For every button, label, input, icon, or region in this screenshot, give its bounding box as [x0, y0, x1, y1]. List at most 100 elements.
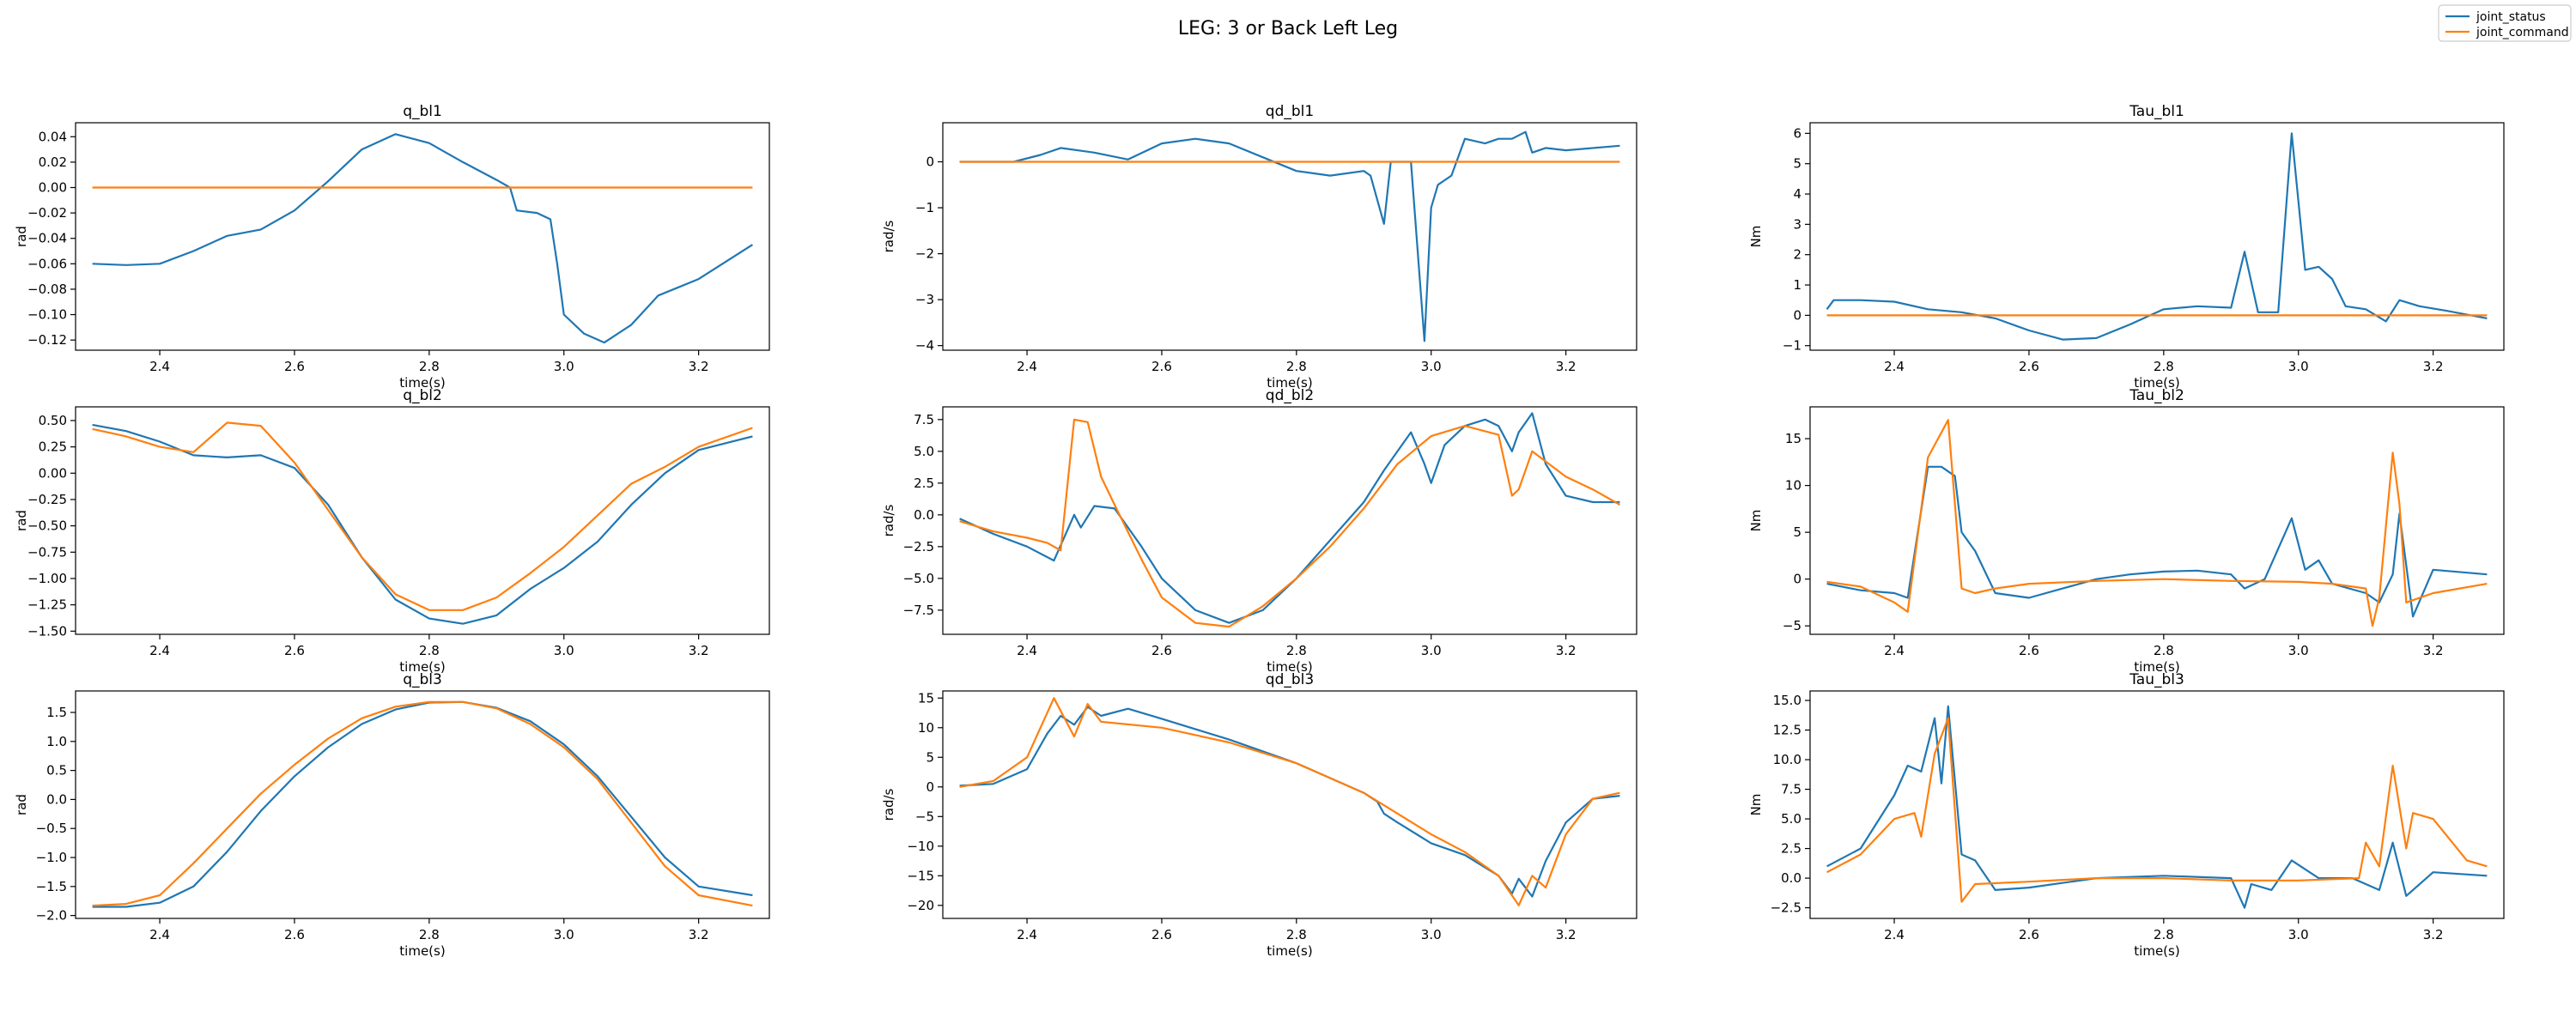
- x-tick-label: 3.2: [1556, 643, 1577, 658]
- x-tick-label: 2.8: [2154, 927, 2174, 942]
- y-tick-label: −4: [915, 338, 934, 354]
- y-axis-label: rad: [14, 794, 29, 815]
- y-tick-label: 10: [1785, 478, 1801, 494]
- subplot-qd_bl2: 2.4 2.6 2.8 3.0 3.2 −7.5 −5.0 −2.5 0.0 2.5 5.0 7.5 q…: [881, 387, 1637, 675]
- y-tick-label: 0.5: [46, 763, 67, 779]
- x-tick-label: 3.2: [1556, 927, 1577, 942]
- x-tick-label: 2.6: [284, 643, 305, 658]
- x-tick-label: 2.8: [419, 359, 440, 374]
- series-line-joint_status: [92, 133, 753, 344]
- y-tick-label: 0.0: [914, 507, 934, 523]
- x-tick-label: 2.8: [419, 927, 440, 942]
- y-tick-label: −1: [1783, 338, 1801, 354]
- y-tick-label: −0.5: [36, 821, 67, 836]
- x-axis-label: time(s): [399, 943, 445, 959]
- x-tick-label: 2.4: [1017, 927, 1037, 942]
- plot-frame: [75, 690, 770, 919]
- series-line-joint_command: [959, 697, 1620, 906]
- plot-frame: [1809, 122, 2505, 351]
- x-axis-label: time(s): [399, 659, 445, 675]
- y-tick-label: 6: [1793, 125, 1801, 141]
- x-tick-label: 2.8: [1286, 643, 1307, 658]
- y-tick-label: 0.00: [39, 465, 67, 481]
- series-line-joint_status: [959, 130, 1620, 342]
- y-tick-label: −1.5: [36, 879, 67, 894]
- y-tick-label: −1: [915, 200, 934, 215]
- y-tick-label: −7.5: [903, 603, 934, 618]
- x-axis-label: time(s): [1267, 659, 1312, 675]
- subplot-title: q_bl3: [403, 671, 442, 688]
- series-line-joint_command: [1826, 717, 2488, 903]
- subplot-title: Tau_bl3: [2129, 671, 2184, 688]
- x-tick-label: 3.2: [2423, 927, 2444, 942]
- y-tick-label: 0: [1793, 307, 1801, 323]
- x-tick-label: 2.8: [2154, 643, 2174, 658]
- x-tick-label: 2.6: [284, 927, 305, 942]
- y-tick-label: −3: [915, 292, 934, 307]
- x-tick-label: 3.0: [2288, 359, 2309, 374]
- y-axis-label: Nm: [1748, 226, 1764, 248]
- x-axis-label: time(s): [2134, 375, 2179, 391]
- subplot-title: q_bl1: [403, 103, 442, 120]
- y-axis-label: rad: [14, 510, 29, 531]
- y-tick-label: −2: [915, 246, 934, 262]
- x-axis-label: time(s): [1267, 375, 1312, 391]
- subplot-q_bl3: 2.4 2.6 2.8 3.0 3.2 −2.0 −1.5 −1.0 −0.5 0.0 0.5 1.0…: [14, 671, 770, 959]
- x-tick-label: 2.8: [1286, 359, 1307, 374]
- plot-frame: [1809, 406, 2505, 635]
- y-tick-label: 2.5: [1781, 841, 1801, 857]
- x-tick-label: 2.4: [1017, 643, 1037, 658]
- y-tick-label: 7.5: [1781, 782, 1801, 797]
- y-tick-label: 1.0: [46, 734, 67, 749]
- x-tick-label: 2.6: [284, 359, 305, 374]
- x-tick-label: 2.6: [1151, 359, 1172, 374]
- x-tick-label: 2.4: [149, 359, 170, 374]
- y-tick-label: −0.75: [27, 544, 67, 560]
- x-tick-label: 2.8: [2154, 359, 2174, 374]
- y-tick-label: 1: [1793, 277, 1801, 293]
- y-tick-label: −0.10: [27, 307, 67, 323]
- subplot-title: qd_bl2: [1266, 387, 1314, 404]
- y-axis-label: rad/s: [881, 220, 896, 252]
- series-line-joint_status: [1826, 705, 2488, 909]
- series-line-joint_status: [959, 412, 1620, 624]
- subplot-title: qd_bl3: [1266, 671, 1314, 688]
- subplot-title: Tau_bl2: [2129, 387, 2184, 404]
- y-tick-label: 2: [1793, 247, 1801, 263]
- subplot-title: Tau_bl1: [2129, 103, 2184, 120]
- y-tick-label: −0.02: [27, 205, 67, 221]
- x-axis-label: time(s): [1267, 943, 1312, 959]
- plot-frame: [942, 122, 1637, 351]
- subplot-qd_bl3: 2.4 2.6 2.8 3.0 3.2 −20 −15 −10 −5 0 5 10 15 qd_bl3ti…: [881, 671, 1637, 959]
- x-axis-label: time(s): [2134, 943, 2179, 959]
- y-tick-label: −0.25: [27, 492, 67, 507]
- x-tick-label: 3.0: [1421, 643, 1442, 658]
- x-tick-label: 2.6: [2019, 359, 2039, 374]
- x-tick-label: 2.4: [1884, 359, 1905, 374]
- x-tick-label: 2.6: [2019, 927, 2039, 942]
- y-tick-label: 5: [926, 749, 934, 765]
- y-tick-label: 1.5: [46, 705, 67, 720]
- x-tick-label: 3.0: [1421, 359, 1442, 374]
- y-tick-label: 0.00: [39, 180, 67, 196]
- y-tick-label: −0.08: [27, 282, 67, 297]
- y-axis-label: rad/s: [881, 788, 896, 821]
- y-tick-label: 0.02: [39, 154, 67, 170]
- y-tick-label: 15.0: [1773, 693, 1801, 708]
- y-tick-label: 15: [918, 690, 934, 706]
- y-tick-label: 0.25: [39, 439, 67, 455]
- subplot-grid: 2.4 2.6 2.8 3.0 3.2 −0.12 −0.10 −0.08 −0.06 −0.04…: [14, 103, 2505, 959]
- y-tick-label: 7.5: [914, 412, 934, 427]
- x-tick-label: 2.6: [2019, 643, 2039, 658]
- subplot-Tau_bl3: 2.4 2.6 2.8 3.0 3.2 −2.5 0.0 2.5 5.0 7.5 10.0 12.5 1…: [1748, 671, 2505, 959]
- plot-frame: [1809, 690, 2505, 919]
- subplot-title: qd_bl1: [1266, 103, 1314, 120]
- x-tick-label: 3.2: [689, 927, 709, 942]
- x-tick-label: 3.2: [2423, 643, 2444, 658]
- x-axis-label: time(s): [2134, 659, 2179, 675]
- series-line-joint_command: [92, 700, 753, 907]
- x-tick-label: 2.4: [1884, 643, 1905, 658]
- y-axis-label: rad: [14, 226, 29, 247]
- series-line-joint_command: [1826, 419, 2488, 627]
